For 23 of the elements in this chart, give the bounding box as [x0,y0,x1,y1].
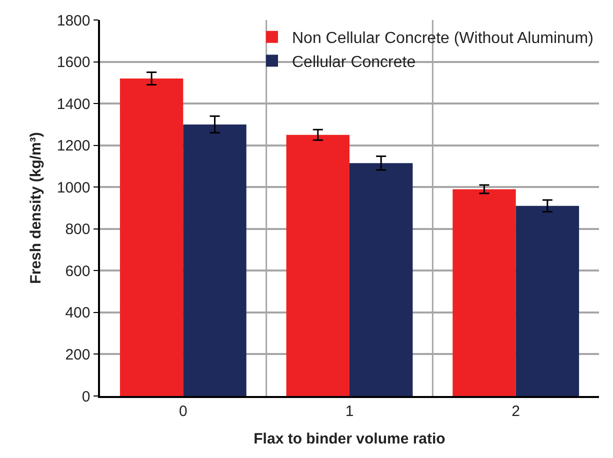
y-tick-label: 1200 [56,138,90,155]
bar [452,189,516,396]
y-tick-label: 1600 [56,54,90,72]
y-tick-label: 600 [65,262,90,280]
y-tick-label: 1400 [56,96,90,113]
legend-label: Non Cellular Concrete (Without Aluminum) [292,30,594,48]
y-tick-label: 1000 [56,179,90,196]
y-tick-label: 1800 [56,12,90,30]
bar [350,163,413,396]
bar [286,134,350,396]
legend-label: Cellular Concrete [292,54,416,71]
bar [183,124,246,396]
y-axis-title: Fresh density (kg/m³) [28,132,45,284]
x-axis-title: Flax to binder volume ratio [254,430,446,448]
bar [516,206,580,396]
bar [120,78,184,396]
x-tick-label: 2 [512,402,520,420]
x-tick-label: 1 [345,402,354,420]
y-tick-label: 400 [65,304,90,322]
y-tick-label: 0 [82,388,90,406]
y-tick-label: 800 [65,221,90,238]
x-tick-label: 0 [179,402,188,420]
y-tick-label: 200 [65,346,90,364]
